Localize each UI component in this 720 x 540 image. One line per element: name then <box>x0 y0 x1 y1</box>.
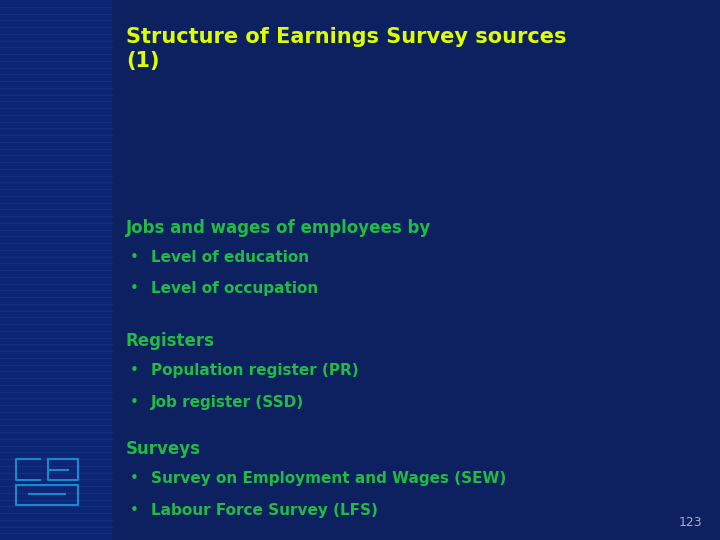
Text: Level of occupation: Level of occupation <box>151 281 318 296</box>
Text: Job register (SSD): Job register (SSD) <box>151 395 305 410</box>
Text: Population register (PR): Population register (PR) <box>151 363 359 379</box>
Text: Labour Force Survey (LFS): Labour Force Survey (LFS) <box>151 503 378 518</box>
FancyBboxPatch shape <box>0 0 112 540</box>
Text: Surveys: Surveys <box>126 440 201 458</box>
Text: Survey on Employment and Wages (SEW): Survey on Employment and Wages (SEW) <box>151 471 506 487</box>
Text: •: • <box>130 395 138 410</box>
Text: •: • <box>130 281 138 296</box>
Text: Structure of Earnings Survey sources
(1): Structure of Earnings Survey sources (1) <box>126 27 567 71</box>
Text: 123: 123 <box>678 516 702 529</box>
Text: Jobs and wages of employees by: Jobs and wages of employees by <box>126 219 431 237</box>
Text: •: • <box>130 363 138 379</box>
Text: •: • <box>130 471 138 487</box>
Text: Registers: Registers <box>126 332 215 350</box>
Text: Level of education: Level of education <box>151 250 310 265</box>
Text: •: • <box>130 503 138 518</box>
Text: •: • <box>130 250 138 265</box>
